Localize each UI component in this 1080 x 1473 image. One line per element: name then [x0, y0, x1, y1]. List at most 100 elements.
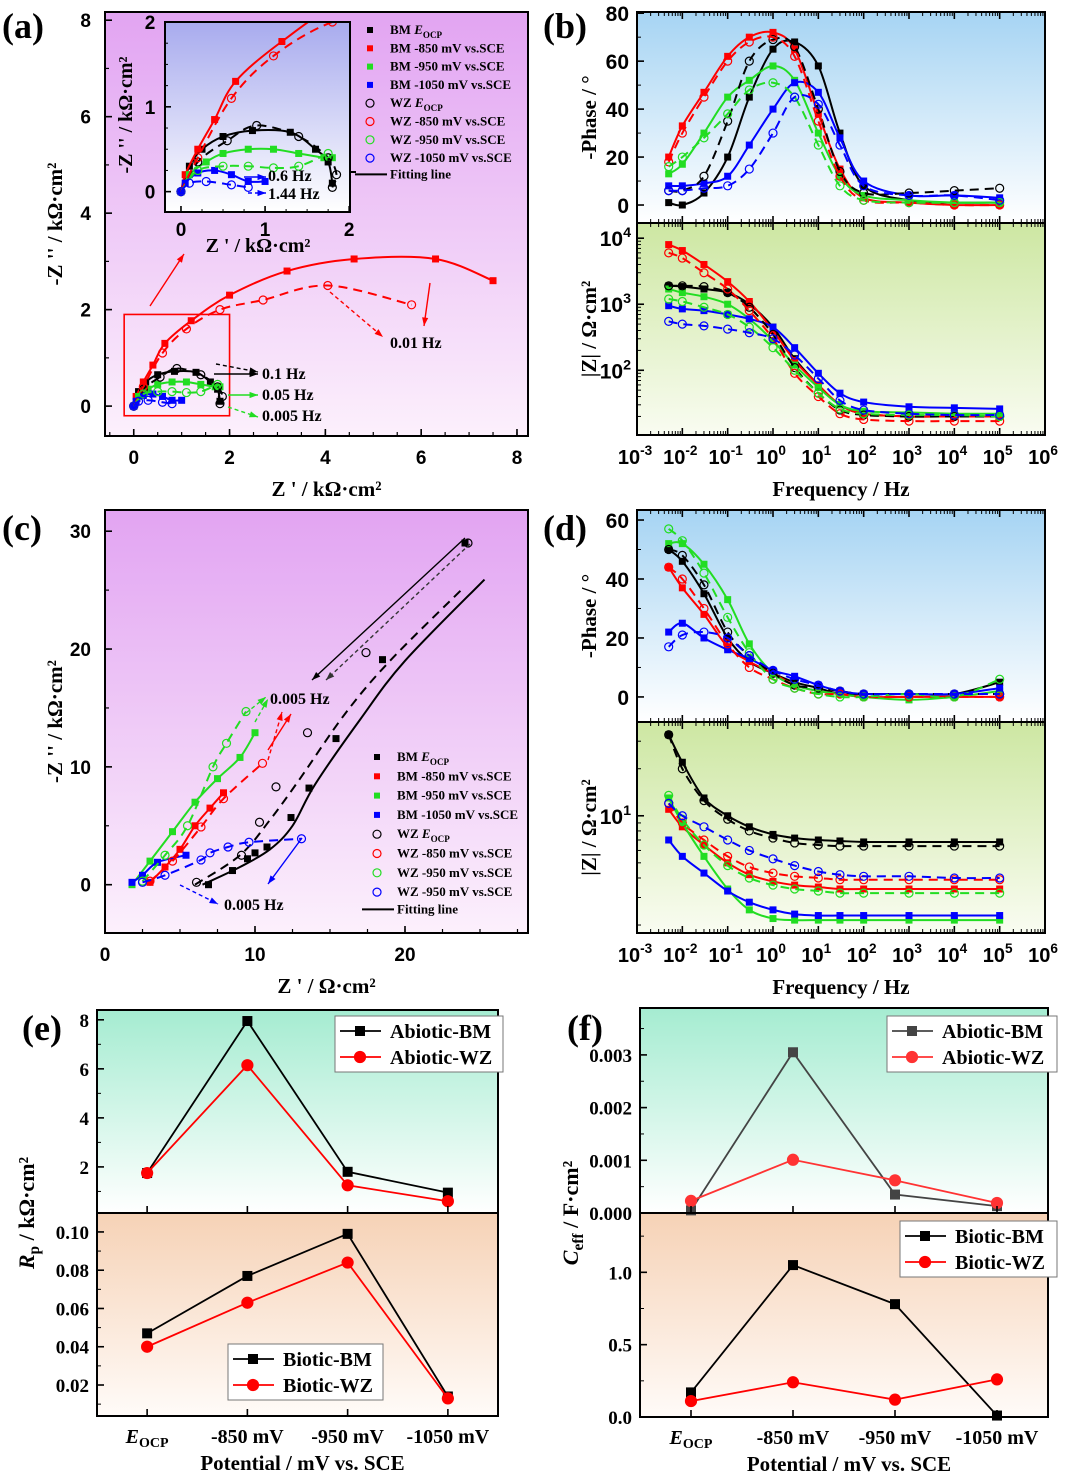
data-point — [215, 399, 225, 409]
data-point — [176, 187, 186, 197]
fit-line — [667, 802, 1000, 880]
data-point — [723, 109, 733, 119]
zoom-region-box — [123, 313, 231, 417]
arrow-head-icon — [261, 699, 268, 708]
biotic-frame — [96, 1212, 499, 1417]
data-point — [677, 630, 687, 640]
data-point — [244, 177, 252, 185]
data-point — [949, 190, 959, 201]
data-point — [181, 387, 192, 398]
data-point — [950, 404, 958, 412]
legend-label: Biotic-BM — [283, 1349, 372, 1371]
data-point — [677, 186, 687, 196]
data-point — [724, 859, 732, 867]
data-point — [835, 140, 845, 150]
data-point — [463, 538, 473, 548]
data-point — [860, 191, 868, 199]
data-point — [890, 1299, 900, 1310]
data-point — [814, 836, 822, 844]
data-point — [745, 640, 753, 648]
data-point — [949, 873, 959, 883]
data-point — [261, 177, 269, 185]
data-point — [677, 550, 687, 561]
data-point — [135, 392, 143, 400]
legend-marker — [374, 754, 380, 760]
data-point — [191, 798, 199, 806]
annotation-arrow — [325, 543, 471, 681]
phase-plot-background — [637, 12, 1045, 223]
data-point — [768, 674, 778, 684]
legend-label: Abiotic-BM — [390, 1021, 491, 1043]
modulus-series-8 — [664, 798, 1005, 883]
legend-marker — [374, 811, 380, 818]
arrow-head-icon — [268, 875, 276, 884]
y-tick-label: 0.003 — [589, 1046, 632, 1067]
data-point — [665, 199, 673, 207]
data-point — [700, 285, 708, 293]
data-point — [149, 361, 157, 369]
data-point — [223, 842, 233, 852]
y-tick-label: 30 — [70, 522, 91, 543]
data-point — [157, 397, 168, 407]
data-point — [700, 869, 708, 877]
data-point — [768, 334, 778, 344]
data-point — [723, 814, 733, 824]
data-point — [305, 784, 313, 792]
data-point — [814, 916, 822, 924]
data-point — [769, 906, 777, 914]
annotation-arrow — [329, 291, 384, 338]
data-point — [995, 410, 1005, 420]
data-point — [154, 858, 161, 866]
data-point — [665, 182, 673, 190]
data-point — [154, 371, 162, 379]
y-tick-label: 0.06 — [56, 1299, 89, 1320]
y-axis-title: Ceff / F·cm² — [558, 1160, 587, 1265]
data-point — [139, 391, 147, 399]
data-point — [835, 409, 845, 419]
data-point — [859, 888, 869, 898]
y-tick-label: 8 — [80, 11, 91, 32]
data-point — [263, 843, 271, 851]
data-point — [182, 851, 190, 859]
data-point — [769, 62, 777, 70]
data-point — [139, 871, 146, 879]
data-point — [677, 536, 687, 546]
data-point — [836, 837, 844, 845]
data-point — [769, 323, 777, 331]
data-point — [236, 753, 244, 761]
data-point — [996, 405, 1004, 413]
series-line — [146, 1232, 449, 1397]
data-point — [700, 794, 708, 802]
data-point — [677, 281, 687, 291]
x-tick-label: 100 — [756, 941, 786, 967]
data-point — [144, 385, 152, 393]
data-point — [684, 1394, 698, 1408]
series-8 — [129, 395, 177, 411]
series-line — [146, 1261, 449, 1399]
data-point — [835, 692, 845, 702]
y-tick-label: 2 — [80, 301, 91, 322]
x-tick-label: 102 — [847, 941, 877, 967]
fit-line — [142, 837, 302, 884]
data-point — [888, 1174, 902, 1187]
data-point — [768, 868, 778, 878]
data-point — [214, 775, 221, 783]
data-point — [699, 171, 709, 181]
data-point — [724, 596, 732, 604]
data-point — [191, 877, 202, 887]
data-point — [724, 278, 732, 286]
data-point — [678, 283, 686, 291]
data-point — [251, 729, 259, 737]
frequency-annotation: 0.005 Hz — [270, 691, 330, 708]
data-point — [665, 540, 673, 548]
y-tick-label: 10 — [70, 758, 91, 779]
fit-line — [131, 854, 187, 884]
data-point — [768, 880, 778, 890]
data-point — [211, 383, 219, 391]
data-point — [995, 198, 1005, 208]
data-point — [141, 1340, 154, 1353]
legend-label: WZ -850 mV vs.SCE — [397, 846, 512, 861]
series-line — [146, 1019, 449, 1194]
fit-line — [668, 298, 1000, 418]
data-point — [664, 524, 674, 534]
